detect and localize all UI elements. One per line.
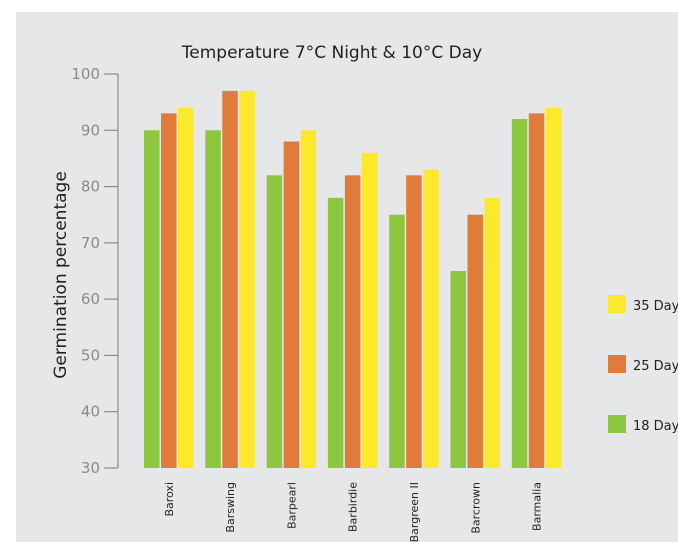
- x-category-label: Barmalia: [531, 482, 544, 531]
- x-category-label: Barcrown: [469, 482, 482, 534]
- y-tick-label: 60: [81, 290, 100, 308]
- bar: [344, 175, 361, 469]
- x-category-label: Barswing: [224, 482, 237, 533]
- legend-label: 35 Day: [633, 299, 678, 314]
- y-tick-label: 30: [81, 459, 100, 477]
- bar: [484, 197, 500, 469]
- bar: [144, 130, 160, 469]
- y-tick-label: 40: [81, 403, 100, 421]
- bar: [178, 107, 194, 469]
- bar: [545, 107, 562, 469]
- legend: 35 Day 25 Day 18 Day: [608, 295, 678, 434]
- bar: [467, 214, 483, 468]
- y-axis-label: Germination percentage: [51, 171, 71, 379]
- bar: [361, 152, 378, 469]
- y-tick-label: 70: [81, 234, 100, 252]
- legend-swatch: [608, 355, 626, 373]
- bar: [283, 141, 300, 469]
- bar: [239, 90, 255, 468]
- bar: [389, 214, 405, 468]
- x-category-label: Baroxi: [163, 482, 176, 517]
- y-axis: 30 40 50 60 70 80 90 100: [71, 65, 119, 477]
- y-tick-label: 100: [71, 65, 100, 83]
- bar: [300, 130, 317, 469]
- bar: [450, 271, 466, 468]
- bar: [406, 175, 422, 469]
- y-tick-label: 50: [81, 346, 100, 364]
- legend-swatch: [608, 295, 626, 313]
- y-tick-label: 80: [81, 178, 100, 196]
- bar: [266, 175, 283, 469]
- bar: [327, 197, 344, 469]
- bar: [222, 90, 238, 468]
- x-category-label: Barbirdie: [347, 482, 360, 532]
- bar: [205, 130, 221, 469]
- bars: [144, 90, 562, 469]
- legend-label: 25 Day: [633, 359, 678, 374]
- bar: [161, 113, 177, 469]
- x-axis-categories: Baroxi Barswing Barpearl Barbirdie Bargreen …: [163, 482, 544, 542]
- bar: [423, 169, 439, 468]
- x-category-label: Bargreen II: [408, 482, 421, 542]
- bar: [528, 113, 545, 469]
- bar: [511, 119, 528, 469]
- chart-title: Temperature 7°C Night & 10°C Day: [181, 43, 482, 63]
- legend-label: 18 Day: [633, 419, 678, 434]
- x-category-label: Barpearl: [285, 482, 298, 529]
- legend-swatch: [608, 415, 626, 433]
- y-tick-label: 90: [81, 121, 100, 139]
